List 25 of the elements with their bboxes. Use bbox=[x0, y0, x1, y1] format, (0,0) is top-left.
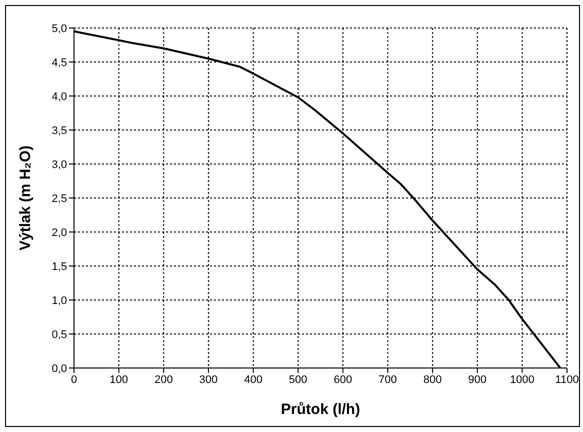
x-tick-label: 500 bbox=[288, 374, 308, 386]
x-tick-label: 900 bbox=[468, 374, 487, 386]
y-tick-label: 5,0 bbox=[52, 22, 67, 35]
x-tick-label: 800 bbox=[423, 374, 442, 386]
x-tick-label: 100 bbox=[110, 374, 128, 386]
y-tick-label: 3,0 bbox=[52, 158, 67, 171]
y-tick-label: 4,0 bbox=[52, 90, 67, 103]
x-tick-label: 0 bbox=[70, 374, 78, 386]
x-tick-label: 300 bbox=[199, 374, 218, 386]
x-tick-label: 1100 bbox=[555, 374, 579, 386]
x-tick-label: 1000 bbox=[510, 374, 534, 386]
y-tick-label: 2,0 bbox=[52, 226, 67, 239]
y-tick-label: 1,5 bbox=[52, 260, 67, 273]
y-tick-label: 1,0 bbox=[52, 294, 67, 307]
x-tick-label: 600 bbox=[334, 374, 352, 386]
y-tick-label: 0,0 bbox=[52, 362, 67, 375]
x-tick-label: 400 bbox=[244, 374, 262, 386]
x-axis-title: Průtok (l/h) bbox=[280, 401, 360, 418]
y-tick-label: 2,5 bbox=[52, 192, 67, 205]
y-tick-label: 3,5 bbox=[52, 124, 67, 137]
y-tick-label: 4,5 bbox=[52, 56, 67, 69]
y-axis-title: Výtlak (m H₂O) bbox=[17, 145, 34, 251]
x-tick-label: 200 bbox=[154, 374, 173, 386]
y-tick-label: 0,5 bbox=[52, 328, 67, 341]
x-tick-label: 700 bbox=[378, 374, 397, 386]
